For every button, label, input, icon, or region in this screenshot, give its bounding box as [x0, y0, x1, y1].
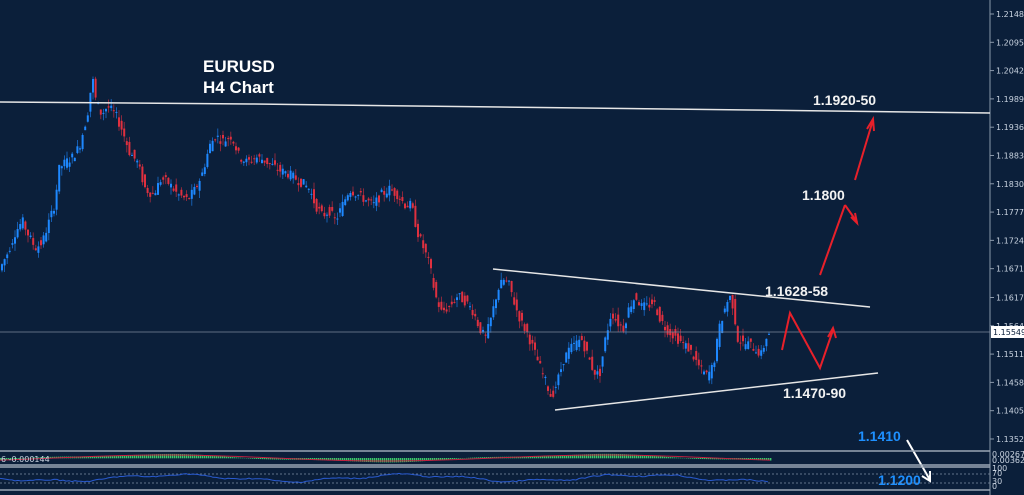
- price-tick-label: 1.16170: [996, 294, 1024, 303]
- upper-trend-label: 1.1628-58: [765, 283, 828, 299]
- price-axis: 1.21480 1.20950 1.20420 1.19890 1.19360 1.188…: [990, 10, 1024, 444]
- price-tick-label: 1.18830: [996, 151, 1024, 160]
- rsi-0-label: 0: [992, 482, 997, 491]
- chart-title: EURUSD: [203, 57, 275, 76]
- macd-value-label: 6 -0.000144: [1, 455, 50, 464]
- price-tick-label: 1.21480: [996, 10, 1024, 19]
- bull-leg-1: [819, 204, 846, 276]
- price-tick-label: 1.17240: [996, 236, 1024, 245]
- price-tick-label: 1.16710: [996, 265, 1024, 274]
- price-tick-label: 1.18300: [996, 180, 1024, 189]
- resistance-line: [0, 101, 991, 114]
- price-tick-label: 1.20420: [996, 67, 1024, 76]
- macd-scale-bottom: 0.003626: [992, 456, 1024, 465]
- price-tick-label: 1.15110: [996, 350, 1024, 359]
- price-tick-label: 1.19360: [996, 123, 1024, 132]
- bull-leg-2: [844, 204, 858, 223]
- chart-subtitle: H4 Chart: [203, 78, 274, 97]
- bull-leg-3: [854, 119, 874, 181]
- downside-1200-label: 1.1200: [878, 472, 921, 488]
- downside-1410-label: 1.1410: [858, 428, 901, 444]
- resistance-label: 1.1920-50: [813, 92, 876, 108]
- rsi-70-label: 70: [992, 469, 1002, 478]
- price-tick-label: 1.14580: [996, 378, 1024, 387]
- triangle-upper-line: [492, 268, 871, 308]
- price-tick-label: 1.14050: [996, 407, 1024, 416]
- lower-trend-label: 1.1470-90: [783, 385, 846, 401]
- triangle-lower-line: [554, 372, 879, 411]
- arrowhead-1800-icon: [850, 212, 859, 227]
- arrowhead-1920-icon: [866, 115, 875, 132]
- projection-arrows: [781, 115, 875, 371]
- target-1800-label: 1.1800: [802, 187, 845, 203]
- rsi-30-label: 30: [992, 477, 1002, 486]
- price-tick-label: 1.13520: [996, 435, 1024, 444]
- candlestick-series: [1, 76, 770, 399]
- price-tick-label: 1.17770: [996, 208, 1024, 217]
- current-price-badge: [991, 326, 1024, 338]
- macd-scale-top: 0.002671: [992, 450, 1024, 459]
- price-tick-label: 1.20950: [996, 38, 1024, 47]
- rsi-100-label: 100: [992, 464, 1007, 473]
- current-price-label: 1.15549: [993, 328, 1024, 337]
- zigzag-projection: [781, 310, 834, 371]
- price-tick-label: 1.19890: [996, 95, 1024, 104]
- rsi-line: [0, 472, 769, 484]
- macd-signal-line: [0, 454, 771, 462]
- zigzag-arrowhead-icon: [827, 325, 837, 339]
